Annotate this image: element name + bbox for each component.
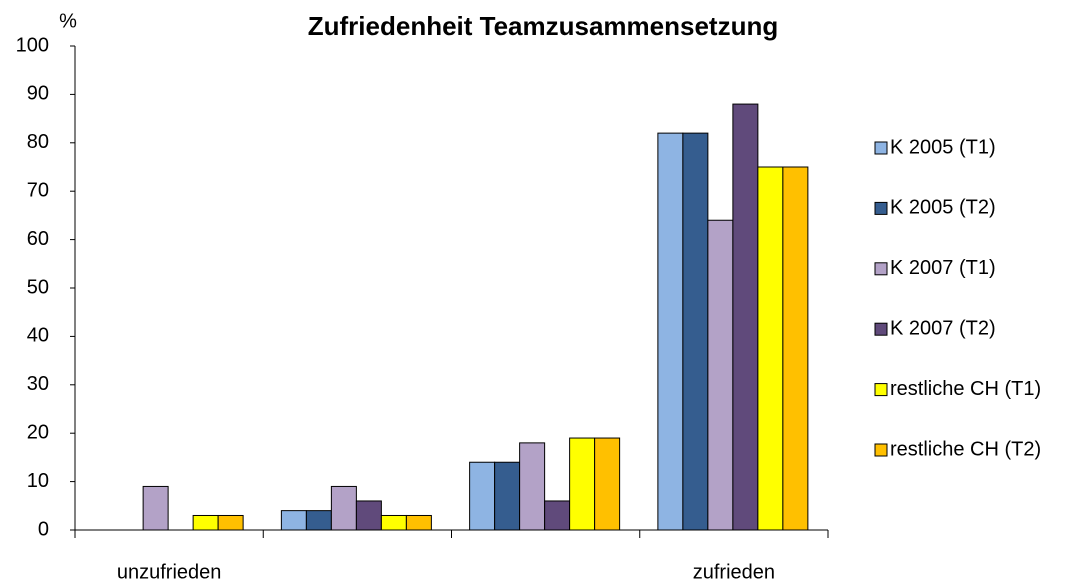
x-tick-label: zufrieden	[693, 561, 775, 583]
bar	[569, 437, 596, 531]
bar	[657, 132, 684, 531]
bar	[305, 510, 332, 531]
y-tick-label: 20	[27, 421, 49, 443]
bar	[757, 166, 784, 531]
legend-label: restliche CH (T1)	[890, 378, 1041, 400]
bar	[544, 500, 571, 531]
y-tick-label: 40	[27, 325, 49, 347]
legend-swatch	[874, 322, 888, 336]
bar	[469, 461, 496, 531]
y-tick-label: 60	[27, 228, 49, 250]
bar	[330, 485, 357, 531]
legend-label: K 2007 (T2)	[890, 317, 996, 339]
y-tick-label: 50	[27, 276, 49, 298]
legend-label: K 2005 (T1)	[890, 136, 996, 158]
bar	[280, 510, 307, 531]
y-axis-label: %	[59, 10, 77, 32]
bar	[355, 500, 382, 531]
y-tick-label: 80	[27, 131, 49, 153]
y-tick-label: 70	[27, 179, 49, 201]
legend-label: K 2007 (T1)	[890, 257, 996, 279]
legend-swatch	[874, 262, 888, 276]
bar	[707, 219, 734, 531]
bar	[405, 514, 432, 531]
y-tick-label: 0	[38, 518, 49, 540]
bar	[732, 103, 759, 531]
bar	[494, 461, 521, 531]
bar	[380, 514, 407, 531]
bar	[782, 166, 809, 531]
y-tick-label: 90	[27, 83, 49, 105]
bar	[192, 514, 219, 531]
legend-swatch	[874, 383, 888, 397]
legend-swatch	[874, 443, 888, 457]
legend-label: K 2005 (T2)	[890, 197, 996, 219]
bar	[682, 132, 709, 531]
bar	[519, 442, 546, 531]
bar	[217, 514, 244, 531]
bar	[594, 437, 621, 531]
x-tick-label: unzufrieden	[117, 561, 222, 583]
bar	[142, 485, 169, 531]
legend-label: restliche CH (T2)	[890, 438, 1041, 460]
legend-swatch	[874, 201, 888, 215]
chart-title: Zufriedenheit Teamzusammensetzung	[308, 11, 779, 41]
legend-swatch	[874, 141, 888, 155]
y-tick-label: 30	[27, 373, 49, 395]
y-tick-label: 10	[27, 470, 49, 492]
y-tick-label: 100	[16, 34, 49, 56]
